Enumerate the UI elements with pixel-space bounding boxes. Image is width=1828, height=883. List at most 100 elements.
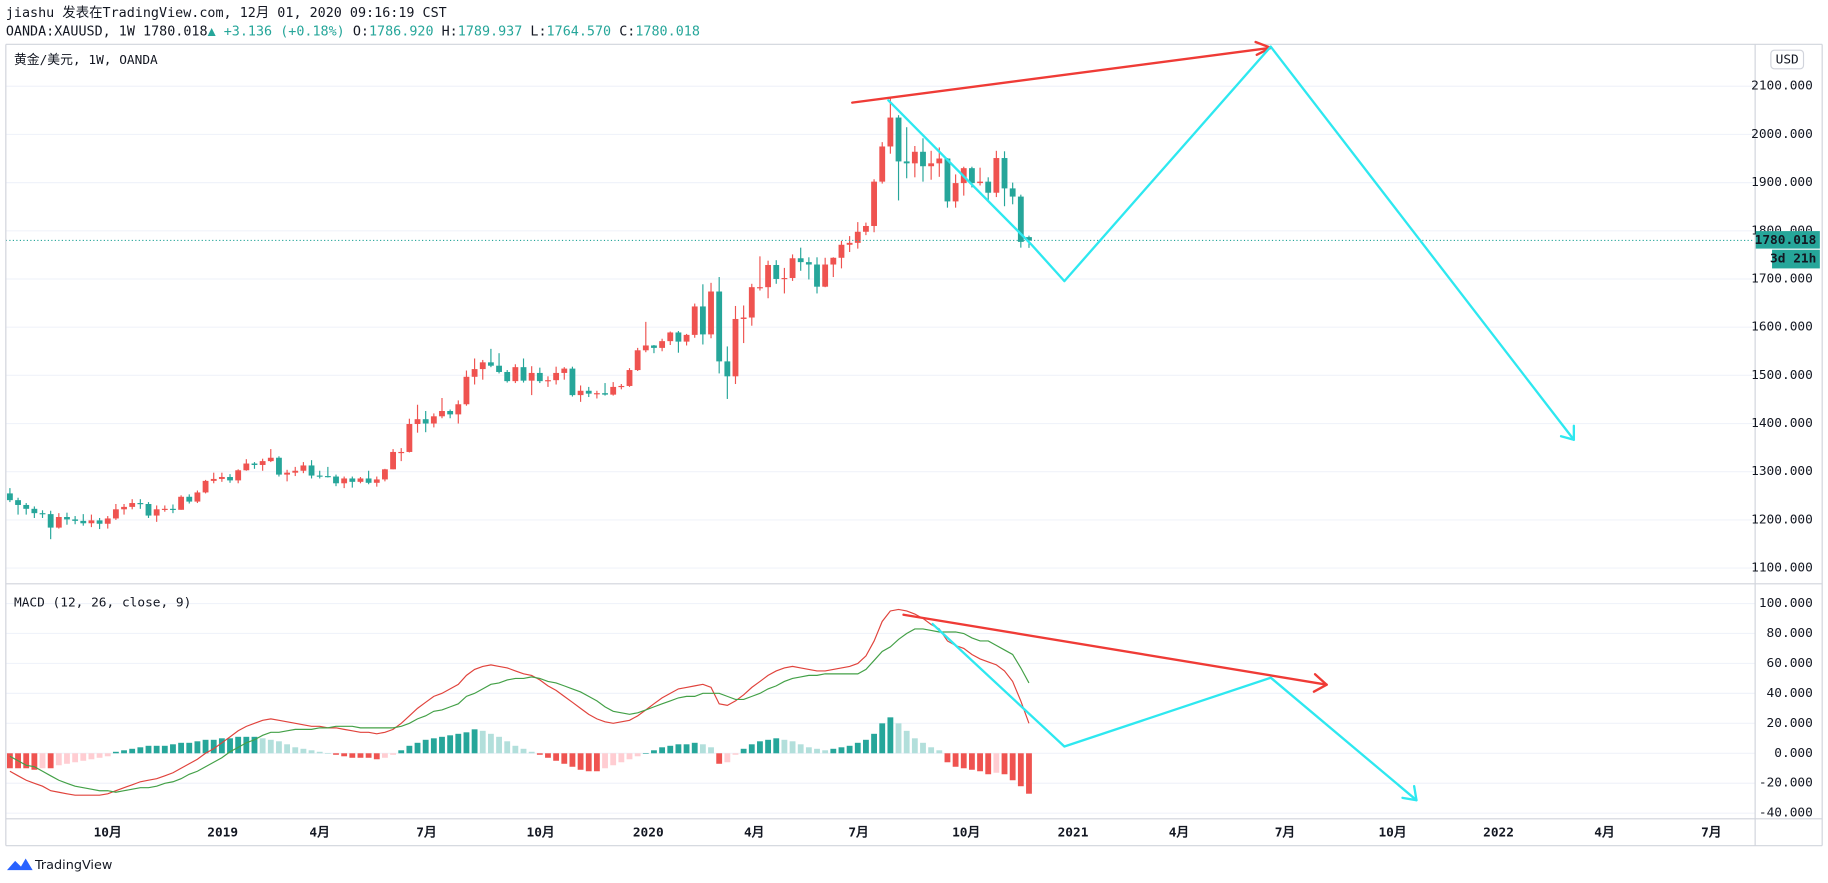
quote-line: OANDA:XAUUSD, 1W 1780.018▲ +3.136 (+0.18… [6,24,700,39]
histogram-bar [64,753,70,764]
candle-body [300,465,307,471]
x-tick-label: 2022 [1483,825,1514,840]
trend-line [902,613,1328,686]
histogram-bar [308,750,315,754]
histogram-bar [235,736,242,754]
candle-body [88,520,95,524]
histogram-bar [161,745,168,754]
histogram-bar [854,742,861,754]
candle-body [699,306,706,335]
histogram-bar [838,747,845,754]
currency-button[interactable] [1770,49,1805,70]
candle-body [569,368,576,396]
last-price-label: 1780.018 [1755,233,1817,248]
histogram-bar [936,750,943,754]
candle-body [920,151,926,167]
histogram-bar [740,748,747,754]
candle-body [284,472,291,475]
histogram-bar [349,753,356,758]
histogram-bar [985,753,992,775]
x-tick-label: 10月 [952,825,980,840]
candle-body [993,158,1000,193]
candle-body [382,469,388,480]
histogram-bar [593,753,600,772]
candle-body [863,225,869,232]
candle-body [15,500,21,505]
candle-body [838,244,845,258]
candle-body [324,476,331,478]
candle-body [545,380,551,382]
histogram-bar [145,745,152,754]
candle-body [626,370,633,386]
histogram-bar [284,744,291,754]
candle-body [667,332,674,342]
candle-body [137,503,144,505]
histogram-bar [333,753,339,755]
y-tick-label: 1300.000 [1751,464,1813,479]
x-tick-label: 7月 [848,825,869,840]
candle-body [757,287,763,289]
x-tick-label: 2020 [633,825,664,840]
x-tick-label: 2019 [207,825,238,840]
candle-body [170,508,176,510]
candle-body [218,477,225,479]
projection-path [887,45,1576,441]
histogram-bar [47,753,54,769]
y-tick-label: -20.000 [1759,776,1813,791]
histogram-bar [104,753,111,757]
candle-body [854,231,861,243]
candle-body [724,361,731,377]
histogram-bar [439,736,445,754]
histogram-bar [610,753,617,766]
last-price: 1780.018 [143,24,208,39]
histogram-bar [170,744,176,754]
candle-body [952,183,959,202]
candle-body [64,517,70,520]
histogram-bar [545,753,551,758]
candle-body [406,424,413,452]
candle-body [333,476,339,484]
candle-body [985,181,992,193]
histogram-bar [292,747,299,754]
candle-body [267,457,274,462]
candle-body [422,419,429,424]
candle-body [593,393,600,395]
x-tick-label: 4月 [1169,825,1190,840]
pane-title: MACD (12, 26, close, 9) [14,596,191,611]
histogram-bar [585,753,592,772]
candle-body [390,451,396,470]
histogram-bar [398,750,405,754]
countdown-box [1772,249,1820,269]
candle-body [936,158,943,164]
histogram-bar [496,736,502,754]
candle-body [504,371,511,382]
currency-label[interactable]: USD [1776,53,1799,68]
candle-body [773,265,780,279]
candle-body [80,520,87,524]
candle-body [178,496,185,510]
histogram-bar [553,753,560,761]
candle-body [822,264,829,287]
candle-body [112,509,119,519]
histogram-bar [341,753,348,757]
candle-body [316,475,323,477]
histogram-bar [569,753,576,767]
histogram-bar [928,747,935,754]
histogram-bar [1017,753,1024,787]
candle-body [830,257,837,265]
y-tick-label: 0.000 [1774,746,1813,761]
histogram-bar [732,753,739,755]
candle-body [708,291,714,335]
histogram-bar [121,750,127,754]
candle-body [496,365,502,372]
candle-body [1001,158,1008,189]
histogram-bar [830,748,837,754]
histogram-bar [536,753,543,755]
candle-body [789,258,796,279]
histogram-bar [23,753,30,769]
labels-layer: 10月 2019 4月 7月 10月 2020 4月 7月 10月 2021 4月 7月 10月 2022… [94,79,1820,840]
candle-body [487,362,494,366]
candle-body [659,341,666,348]
histogram-bar [797,744,804,754]
histogram-bar [626,753,633,760]
